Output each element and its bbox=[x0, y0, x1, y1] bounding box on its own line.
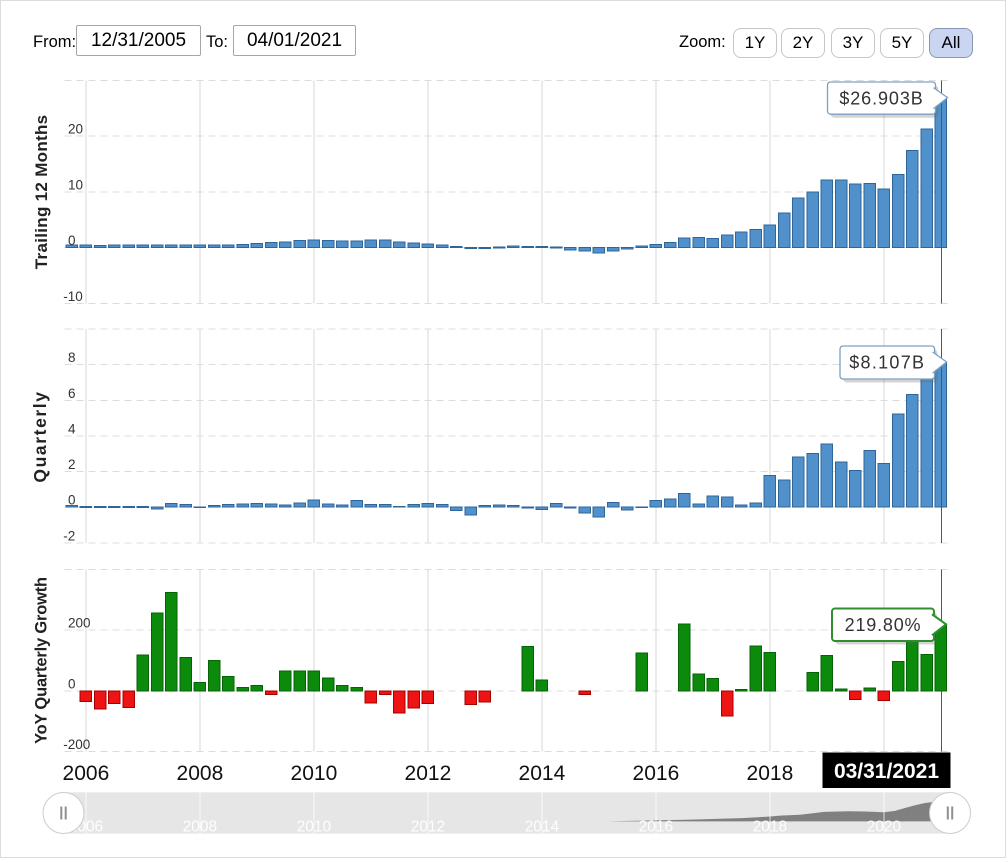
svg-text:2012: 2012 bbox=[411, 819, 445, 836]
svg-text:2008: 2008 bbox=[183, 819, 217, 836]
svg-text:2014: 2014 bbox=[519, 762, 566, 785]
svg-text:2008: 2008 bbox=[177, 762, 224, 785]
svg-text:03/31/2021: 03/31/2021 bbox=[834, 760, 939, 783]
svg-text:200: 200 bbox=[68, 616, 91, 631]
svg-text:0: 0 bbox=[68, 233, 76, 248]
svg-text:-10: -10 bbox=[63, 289, 83, 304]
svg-text:-2: -2 bbox=[63, 528, 75, 543]
svg-text:Trailing 12 Months: Trailing 12 Months bbox=[32, 115, 51, 270]
svg-text:$8.107B: $8.107B bbox=[849, 353, 925, 373]
svg-text:Quarterly: Quarterly bbox=[30, 390, 50, 482]
svg-text:219.80%: 219.80% bbox=[845, 615, 922, 635]
svg-text:YoY Quarterly Growth: YoY Quarterly Growth bbox=[33, 577, 51, 744]
svg-text:2012: 2012 bbox=[405, 762, 452, 785]
svg-text:2018: 2018 bbox=[747, 762, 794, 785]
svg-text:0: 0 bbox=[68, 493, 76, 508]
svg-text:-200: -200 bbox=[63, 737, 90, 752]
svg-text:2020: 2020 bbox=[867, 819, 902, 836]
svg-text:10: 10 bbox=[68, 177, 83, 192]
svg-text:2: 2 bbox=[68, 457, 76, 472]
svg-text:2016: 2016 bbox=[639, 819, 673, 836]
svg-text:20: 20 bbox=[68, 122, 83, 137]
svg-text:2006: 2006 bbox=[63, 762, 110, 785]
svg-text:2018: 2018 bbox=[753, 819, 787, 836]
svg-text:0: 0 bbox=[68, 676, 76, 691]
svg-text:$26.903B: $26.903B bbox=[839, 88, 923, 108]
svg-text:2014: 2014 bbox=[525, 819, 560, 836]
svg-text:2010: 2010 bbox=[297, 819, 332, 836]
svg-text:8: 8 bbox=[68, 350, 76, 365]
svg-text:4: 4 bbox=[68, 421, 76, 436]
svg-text:2010: 2010 bbox=[291, 762, 338, 785]
svg-text:6: 6 bbox=[68, 386, 76, 401]
svg-text:2016: 2016 bbox=[633, 762, 680, 785]
